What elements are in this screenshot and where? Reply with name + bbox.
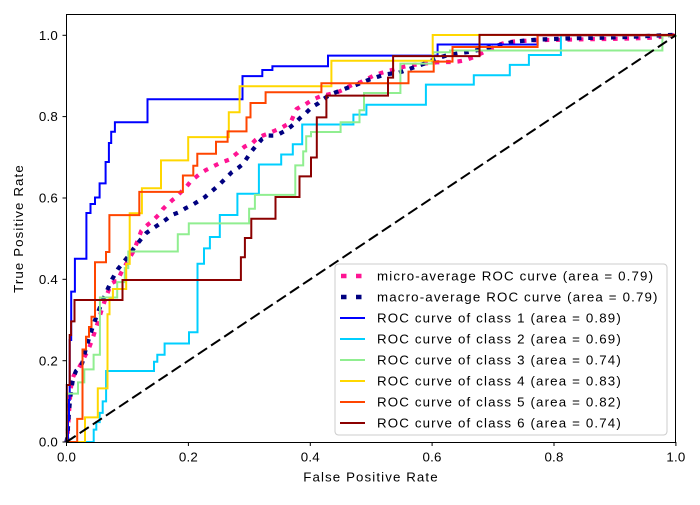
svg-text:0.8: 0.8 — [39, 109, 58, 124]
svg-text:0.6: 0.6 — [39, 191, 58, 206]
svg-text:False Positive Rate: False Positive Rate — [303, 470, 438, 485]
svg-text:ROC curve of class 6 (area = 0: ROC curve of class 6 (area = 0.74) — [377, 416, 622, 431]
svg-text:0.4: 0.4 — [39, 272, 58, 287]
svg-text:0.6: 0.6 — [423, 450, 442, 465]
svg-text:ROC curve of class 3 (area = 0: ROC curve of class 3 (area = 0.74) — [377, 353, 622, 368]
svg-text:1.0: 1.0 — [39, 28, 58, 43]
svg-text:0.8: 0.8 — [544, 450, 563, 465]
svg-text:micro-average ROC curve (area: micro-average ROC curve (area = 0.79) — [377, 269, 654, 284]
svg-text:0.4: 0.4 — [301, 450, 320, 465]
svg-text:0.2: 0.2 — [39, 353, 58, 368]
svg-text:0.0: 0.0 — [39, 435, 58, 450]
svg-text:macro-average ROC curve (area: macro-average ROC curve (area = 0.79) — [377, 290, 659, 305]
svg-text:0.0: 0.0 — [57, 450, 76, 465]
svg-text:0.2: 0.2 — [179, 450, 198, 465]
svg-text:ROC curve of class 5 (area = 0: ROC curve of class 5 (area = 0.82) — [377, 395, 622, 410]
svg-text:ROC curve of class 4 (area = 0: ROC curve of class 4 (area = 0.83) — [377, 374, 622, 389]
svg-text:True Positive Rate: True Positive Rate — [11, 164, 26, 293]
svg-text:1.0: 1.0 — [666, 450, 685, 465]
svg-text:ROC curve of class 1 (area = 0: ROC curve of class 1 (area = 0.89) — [377, 311, 622, 326]
svg-text:ROC curve of class 2 (area = 0: ROC curve of class 2 (area = 0.69) — [377, 332, 622, 347]
